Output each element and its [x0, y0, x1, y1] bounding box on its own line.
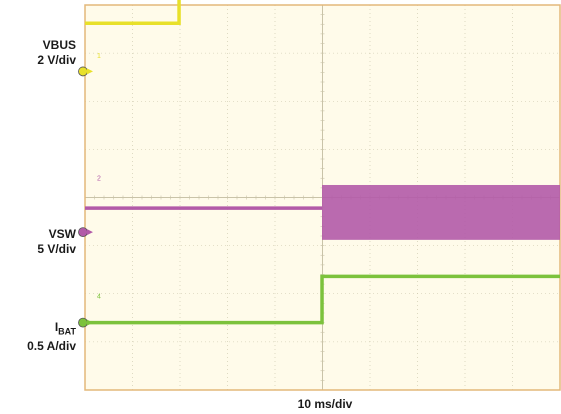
vbus-trace — [85, 0, 181, 26]
ibat-scale: 0.5 A/div — [27, 339, 76, 354]
ibat-name: IBAT — [0, 320, 76, 339]
vbus-label: VBUS 2 V/div — [0, 38, 76, 68]
vbus-ground-marker — [78, 66, 88, 77]
vbus-name: VBUS — [42, 38, 76, 52]
ibat-channel-tag: 4 — [97, 294, 101, 301]
ibat-ground-marker — [78, 317, 88, 328]
ibat-ground-arrow — [87, 319, 93, 326]
ibat-trace — [85, 274, 560, 325]
vsw-ground-arrow — [87, 229, 93, 236]
vsw-switching-band — [322, 184, 560, 240]
ibat-label: IBAT 0.5 A/div — [0, 320, 76, 354]
vbus-channel-tag: 1 — [97, 53, 101, 60]
vbus-scale: 2 V/div — [37, 53, 76, 67]
vsw-scale: 5 V/div — [37, 242, 76, 256]
vsw-ground-marker — [78, 227, 88, 238]
x-axis-label: 10 ms/div — [297, 397, 353, 411]
vsw-name: VSW — [48, 227, 76, 241]
ibat-name-main: I — [54, 320, 59, 334]
vsw-label: VSW 5 V/div — [0, 227, 76, 257]
vbus-ground-arrow — [87, 68, 93, 75]
ibat-name-sub: BAT — [58, 326, 76, 337]
vsw-channel-tag: 2 — [97, 176, 101, 183]
